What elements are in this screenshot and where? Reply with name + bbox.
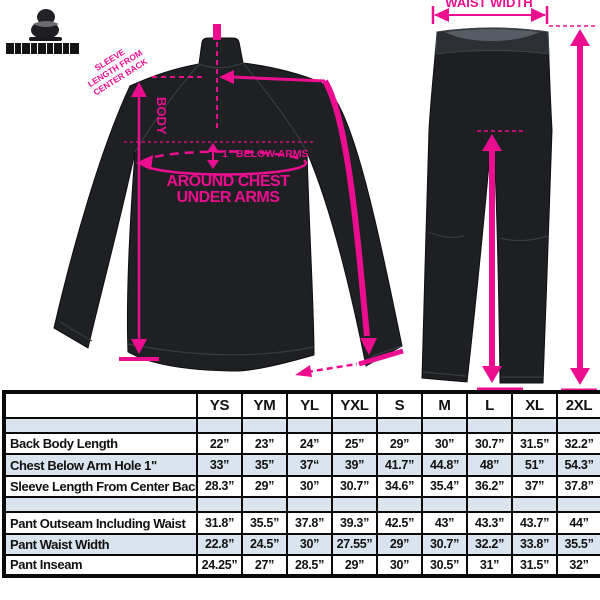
brand-logo [6,9,79,54]
body-arrowhead-up [131,82,147,97]
col-header-yl: YL [286,391,333,419]
table-row-pant-inseam: Pant Inseam 24.25” 27” 28.5” 29” 30” 30.… [3,553,600,578]
table-row-back-body-length: Back Body Length 22” 23” 24” 25” 29” 30”… [3,432,600,456]
waist-label: WAIST WIDTH [445,0,532,10]
col-header-ym: YM [241,391,288,419]
row-label: Sleeve Length From Center Back [3,474,198,498]
row-label: Chest Below Arm Hole 1" [3,453,198,477]
table-row-pant-outseam: Pant Outseam Including Waist 31.8” 35.5”… [3,511,600,535]
body-label: BODY [154,97,169,135]
center-back-top-marker [213,24,221,40]
pants-waistband-inner [445,29,540,41]
inseam-arrowhead-down [482,366,502,383]
sleeve-cuff-bar [358,348,404,367]
col-header-yxl: YXL [331,391,378,419]
col-header-m: M [421,391,468,419]
col-header-xl: XL [511,391,558,419]
diagram-svg: SLEEVE LENGTH FROM CENTER BACK BODY 1” B… [6,0,597,394]
col-header-2xl: 2XL [556,391,600,419]
chest-arrowhead-left [136,155,153,170]
below-arms-arrowhead-down [207,160,219,169]
pants-graphic [421,27,553,384]
chest-label-line1: AROUND CHEST [167,173,291,190]
size-table-header-row: YS YM YL YXL S M L XL 2XL [3,391,600,419]
sleeve-cuff-arrowhead [295,365,312,377]
table-row-sleeve-length: Sleeve Length From Center Back 28.3” 29”… [3,474,600,498]
col-header-ys: YS [196,391,243,419]
pants-silhouette [421,27,553,384]
chest-label-line2: UNDER ARMS [177,189,281,206]
header-empty-cell [3,391,198,419]
outseam-arrowhead-up [570,29,590,46]
body-arrowhead-down [131,339,147,354]
pants-seams [422,231,549,378]
row-label: Pant Waist Width [3,532,198,556]
sleeve-line-horizontal [231,75,326,83]
spacer-row [3,495,600,514]
outseam-arrowhead-down [570,368,590,385]
sleeve-line-curve [322,79,370,337]
size-table: YS YM YL YXL S M L XL 2XL Back Body Leng… [2,390,600,578]
waist-arrowhead-left [434,8,449,22]
spacer-row [3,416,600,435]
jacket-silhouette [53,37,403,372]
below-arms-arrowhead-up [207,143,219,152]
table-row-pant-waist-width: Pant Waist Width 22.8” 24.5” 30” 27.55” … [3,532,600,556]
table-row-chest-below-armhole: Chest Below Arm Hole 1" 33” 35” 37“ 39” … [3,453,600,477]
chest-ellipse-top-arc [140,150,308,164]
sleeve-arrowhead-left [219,70,234,84]
row-label: Back Body Length [3,432,198,456]
sleeve-cuff-dashed-line [306,362,358,374]
inseam-arrowhead-up [482,134,502,151]
brand-wordmark [6,43,79,54]
row-label: Pant Inseam [3,553,198,578]
sleeve-arrowhead-down [360,338,377,355]
measurement-diagram: SLEEVE LENGTH FROM CENTER BACK BODY 1” B… [6,0,597,394]
row-label: Pant Outseam Including Waist [3,511,198,535]
col-header-l: L [466,391,513,419]
mascot-logo-icon [29,9,62,41]
col-header-s: S [376,391,423,419]
waist-arrowhead-right [531,8,546,22]
